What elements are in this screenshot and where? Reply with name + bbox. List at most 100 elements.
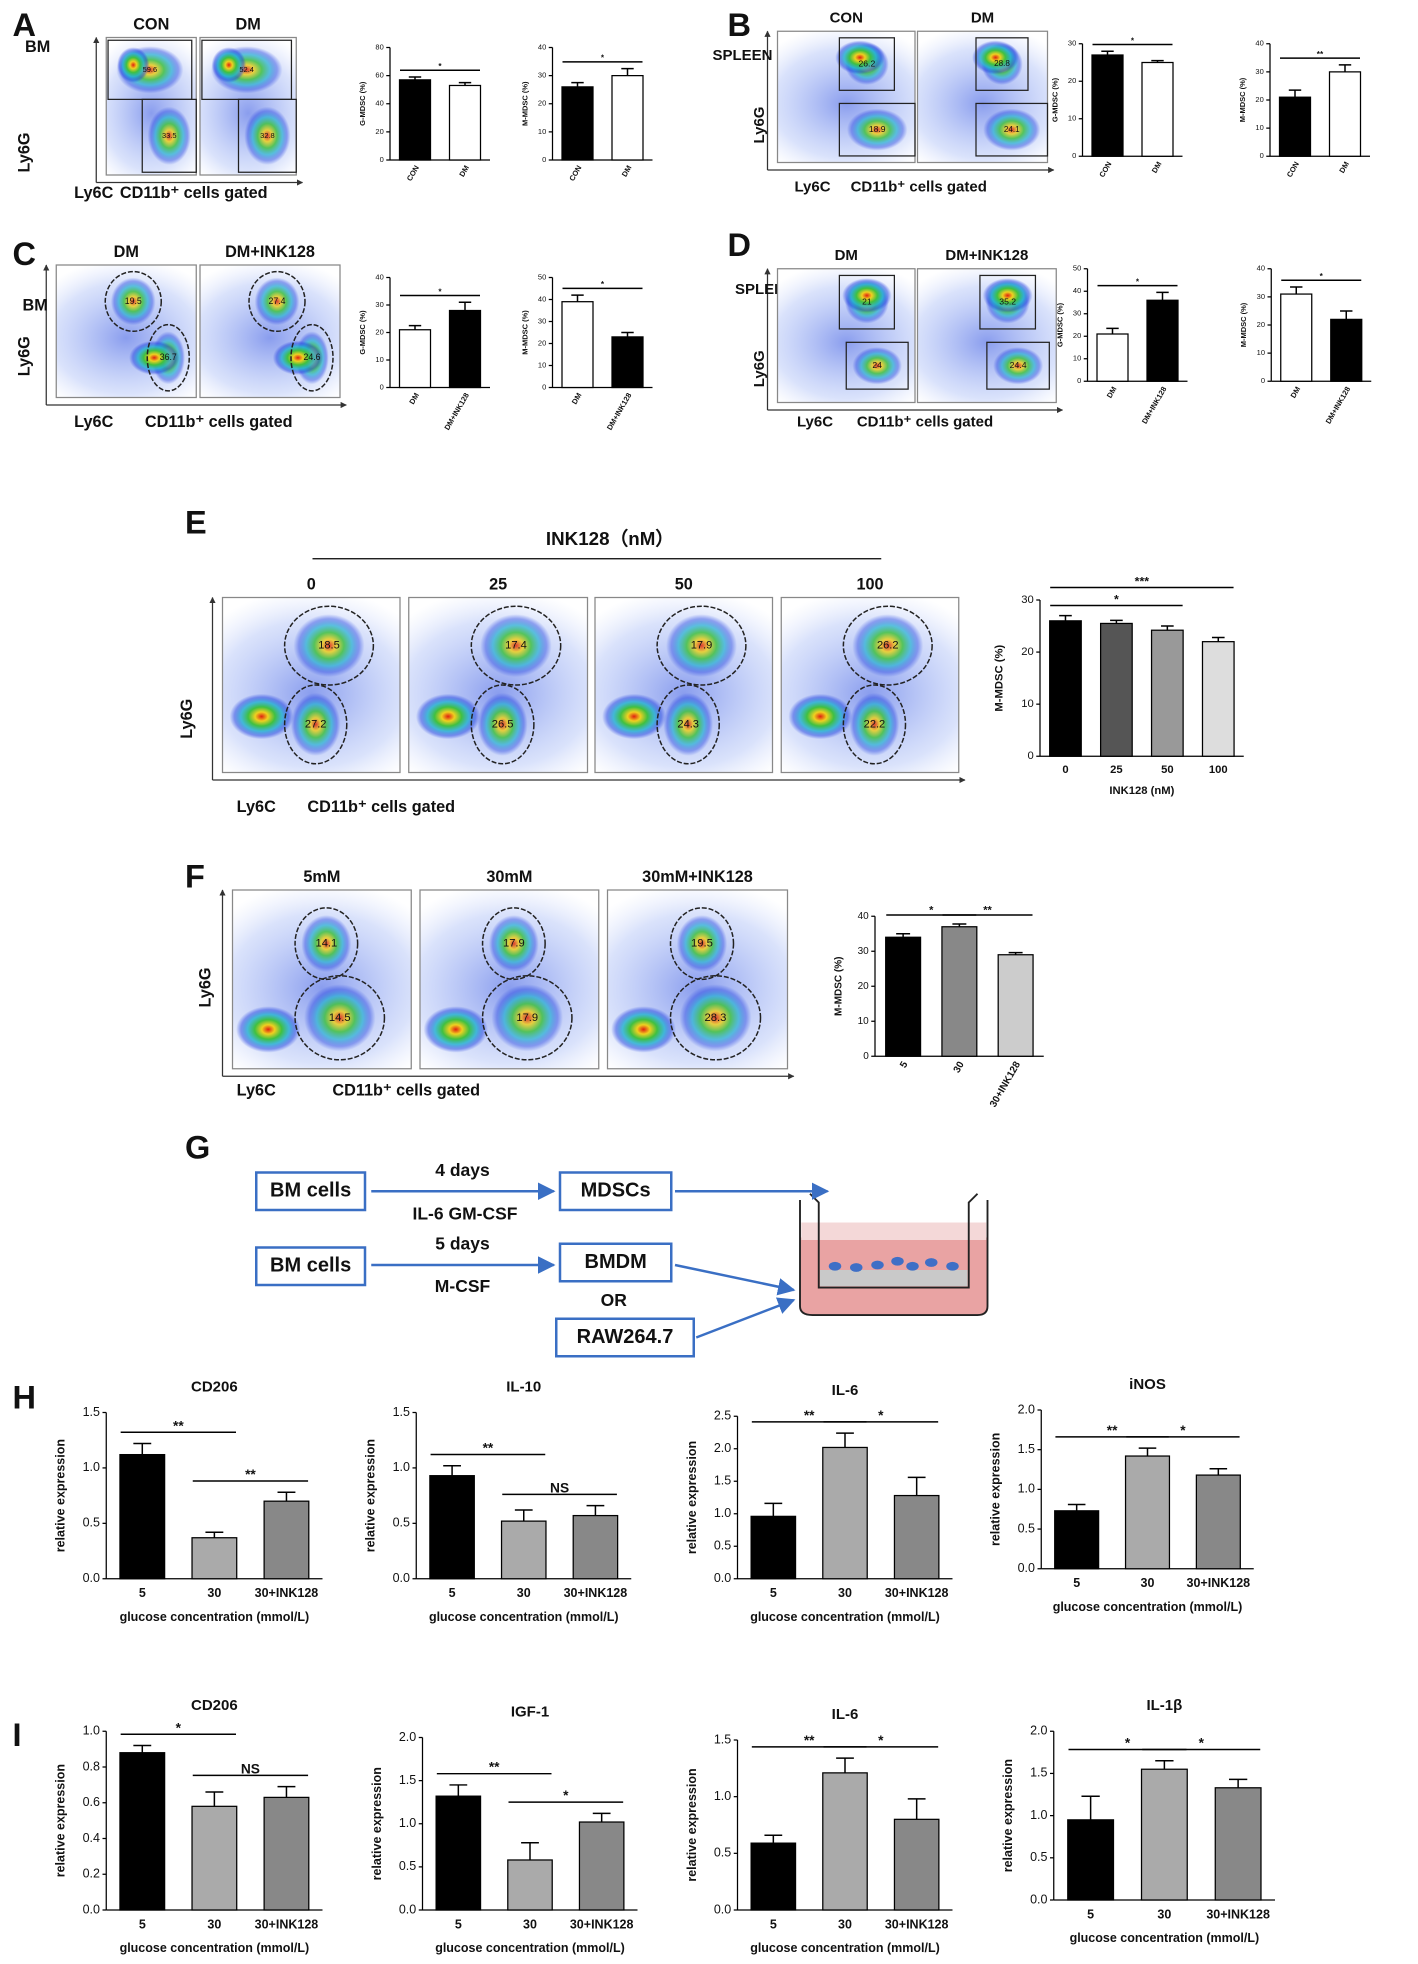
bar — [893, 1494, 940, 1580]
bar — [893, 1818, 940, 1911]
bar — [1049, 620, 1082, 757]
gate-value: 24 — [872, 360, 882, 370]
bar — [1140, 1768, 1188, 1901]
plot-frame — [55, 264, 197, 399]
density — [117, 47, 150, 83]
panel-letter: C — [13, 236, 36, 272]
y-axis-label: G-MDSC (%) — [1055, 302, 1064, 347]
plot-frame — [231, 889, 412, 1070]
diagram-box — [554, 1317, 695, 1358]
gate — [146, 323, 190, 392]
arrow — [695, 1297, 796, 1339]
bar — [1328, 71, 1362, 157]
x-axis-label: glucose concentration (mmol/L) — [435, 1941, 625, 1955]
y-axis-label: M-MDSC (%) — [520, 81, 529, 126]
gate-value: 17.9 — [503, 938, 525, 950]
gate — [838, 274, 895, 330]
y-tick-label: 1.0 — [1018, 1482, 1035, 1496]
y-axis-label: relative expression — [370, 1767, 384, 1880]
gate-value: 52.4 — [239, 65, 254, 74]
x-tick-label: 5 — [770, 1917, 777, 1931]
y-tick-label: 0 — [1072, 151, 1076, 160]
error-bar — [443, 1464, 461, 1476]
y-tick-label: 30 — [1257, 292, 1265, 301]
error-bar — [1059, 614, 1072, 621]
panel-letter: G — [185, 1130, 210, 1166]
y-tick-label: 80 — [375, 42, 383, 51]
gate-value: 14.5 — [329, 1012, 351, 1024]
y-tick-label: 30 — [538, 71, 546, 80]
plot-frame — [606, 889, 789, 1070]
y-tick-label: 0.8 — [83, 1759, 100, 1773]
gate — [842, 605, 933, 686]
gate-label: CD11b⁺ cells gated — [307, 798, 455, 816]
sig-label: ** — [1107, 1423, 1118, 1438]
y-axis-label: G-MDSC (%) — [358, 81, 367, 126]
plot-title: 100 — [856, 575, 883, 593]
x-axis-label: glucose concentration (mmol/L) — [120, 1941, 310, 1955]
gate — [237, 98, 297, 173]
gate — [481, 907, 546, 981]
error-bar — [1211, 636, 1225, 642]
bar — [398, 79, 432, 161]
error-bar — [408, 76, 422, 80]
gate — [470, 684, 535, 765]
flow-plot — [777, 31, 915, 163]
x-axis-label: glucose concentration (mmol/L) — [120, 1610, 310, 1624]
or-label: OR — [601, 1290, 628, 1310]
y-tick-label: 1.0 — [399, 1816, 416, 1830]
sig-label: ** — [804, 1408, 815, 1423]
bar — [191, 1537, 238, 1580]
y-tick-label: 2.0 — [1018, 1402, 1035, 1416]
y-axis-label: relative expression — [54, 1439, 68, 1552]
bar — [611, 336, 644, 389]
x-tick-label: 0 — [1062, 764, 1068, 776]
arrow-label: 4 days — [435, 1160, 490, 1180]
gate-value: 28.3 — [705, 1012, 727, 1024]
sig-label: ** — [489, 1760, 500, 1775]
y-axis-label: M-MDSC (%) — [1238, 77, 1247, 122]
error-bar — [1110, 619, 1123, 624]
density — [663, 692, 714, 756]
y-tick-label: 1.5 — [714, 1474, 731, 1488]
bar — [1096, 333, 1129, 382]
density — [993, 346, 1044, 385]
y-tick-label: 20 — [375, 127, 383, 136]
y-tick-label: 40 — [375, 99, 383, 108]
x-axis-label: Ly6C — [74, 184, 113, 202]
error-bar — [1138, 1447, 1157, 1457]
bar — [429, 1475, 475, 1580]
y-tick-label: 10 — [538, 360, 546, 369]
gate-value: 22.2 — [864, 718, 886, 730]
x-tick-label: 5 — [139, 1586, 146, 1600]
y-tick-label: 0.2 — [83, 1867, 100, 1881]
y-tick-label: 20 — [375, 327, 383, 336]
y-tick-label: 30 — [538, 316, 546, 325]
y-tick-label: 0 — [1260, 151, 1264, 160]
panel-letter: B — [728, 7, 751, 43]
y-tick-label: 30 — [1073, 309, 1081, 318]
chart-title: IGF-1 — [511, 1703, 549, 1720]
bar — [507, 1859, 553, 1911]
bar — [1124, 1455, 1171, 1570]
y-tick-label: 0.5 — [1030, 1850, 1047, 1864]
density — [852, 346, 902, 385]
bar — [750, 1515, 797, 1580]
bar — [750, 1842, 797, 1911]
bar — [1195, 1474, 1241, 1570]
sig-label: * — [438, 62, 442, 71]
x-tick-label: 30 — [523, 1917, 537, 1931]
y-tick-label: 50 — [1073, 264, 1081, 273]
sig-label: * — [1131, 36, 1135, 45]
y-tick-label: 10 — [375, 355, 383, 364]
y-axis-label: relative expression — [685, 1768, 699, 1881]
y-tick-label: 30 — [375, 300, 383, 309]
row-label: BM — [23, 297, 48, 315]
x-tick-label: 100 — [1209, 764, 1228, 776]
gate — [294, 975, 386, 1061]
density — [423, 1006, 488, 1053]
x-axis-label: glucose concentration (mmol/L) — [750, 1941, 940, 1955]
gate — [979, 274, 1037, 330]
gate — [470, 605, 562, 686]
